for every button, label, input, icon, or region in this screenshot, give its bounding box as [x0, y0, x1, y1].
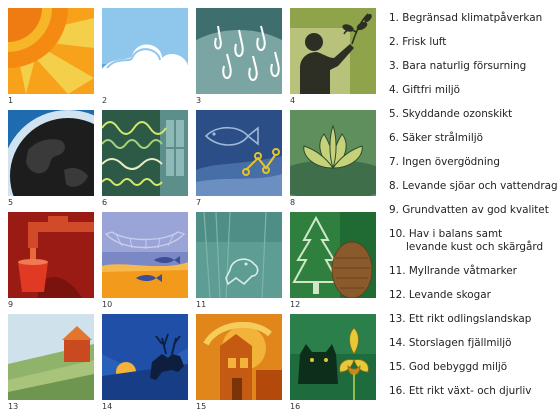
acid-rain-drops-icon[interactable]: [196, 8, 282, 94]
goal-item-16[interactable]: 16. Ett rikt växt- och djurliv: [389, 385, 532, 397]
goal-item-7[interactable]: 7. Ingen övergödning: [389, 156, 500, 168]
wetland-frog-icon[interactable]: [196, 212, 282, 298]
goal-item-15[interactable]: 15. God bebyggd miljö: [389, 361, 508, 373]
tile-number-9: 9: [8, 300, 14, 309]
tile-number-4: 4: [290, 96, 296, 105]
goal-item-9[interactable]: 9. Grundvatten av god kvalitet: [389, 204, 549, 216]
goal-item-5[interactable]: 5. Skyddande ozonskikt: [389, 108, 513, 120]
goal-item-2[interactable]: 2. Frisk luft: [389, 36, 447, 48]
tile-number-5: 5: [8, 198, 14, 207]
tile-number-11: 11: [196, 300, 207, 309]
tile-number-14: 14: [102, 402, 113, 411]
goal-item-8[interactable]: 8. Levande sjöar och vattendrag: [389, 180, 558, 192]
tile-number-7: 7: [196, 198, 202, 207]
icon-grid: 1 2 3: [8, 8, 376, 411]
goal-item-13[interactable]: 13. Ett rikt odlingslandskap: [389, 313, 532, 325]
forest-cone-icon[interactable]: [290, 212, 376, 298]
tile-number-2: 2: [102, 96, 108, 105]
goal-item-11[interactable]: 11. Myllrande våtmarker: [389, 265, 517, 277]
radiation-waves-window-icon[interactable]: [102, 110, 188, 196]
biodiversity-lynx-orchid-icon[interactable]: [290, 314, 376, 400]
tile-number-8: 8: [290, 198, 296, 207]
tile-number-1: 1: [8, 96, 14, 105]
climate-sun-icon[interactable]: [8, 8, 94, 94]
tile-number-12: 12: [290, 300, 301, 309]
tile-number-13: 13: [8, 402, 19, 411]
sea-boat-fish-icon[interactable]: [102, 212, 188, 298]
farmland-barn-icon[interactable]: [8, 314, 94, 400]
tile-number-16: 16: [290, 402, 301, 411]
ozone-globe-icon[interactable]: [8, 110, 94, 196]
built-environment-house-icon[interactable]: [196, 314, 282, 400]
groundwater-tap-icon[interactable]: [8, 212, 94, 298]
goal-item-4[interactable]: 4. Giftfri miljö: [389, 84, 460, 96]
tile-number-15: 15: [196, 402, 207, 411]
goal-item-14[interactable]: 14. Storslagen fjällmiljö: [389, 337, 512, 349]
toxic-free-person-icon[interactable]: [290, 8, 376, 94]
tile-number-6: 6: [102, 198, 108, 207]
goal-item-3[interactable]: 3. Bara naturlig försurning: [389, 60, 527, 72]
fresh-air-clouds-icon[interactable]: [102, 8, 188, 94]
eutrophication-fish-icon[interactable]: [196, 110, 282, 196]
goal-item-10[interactable]: 10. Hav i balans samt levande kust och s…: [389, 228, 544, 253]
water-lily-icon[interactable]: [290, 110, 376, 196]
tile-number-3: 3: [196, 96, 202, 105]
tile-number-10: 10: [102, 300, 113, 309]
mountain-reindeer-icon[interactable]: [102, 314, 188, 400]
goal-item-12[interactable]: 12. Levande skogar: [389, 289, 491, 301]
goal-item-1[interactable]: 1. Begränsad klimatpåverkan: [389, 12, 543, 24]
goal-item-6[interactable]: 6. Säker strålmiljö: [389, 132, 483, 144]
